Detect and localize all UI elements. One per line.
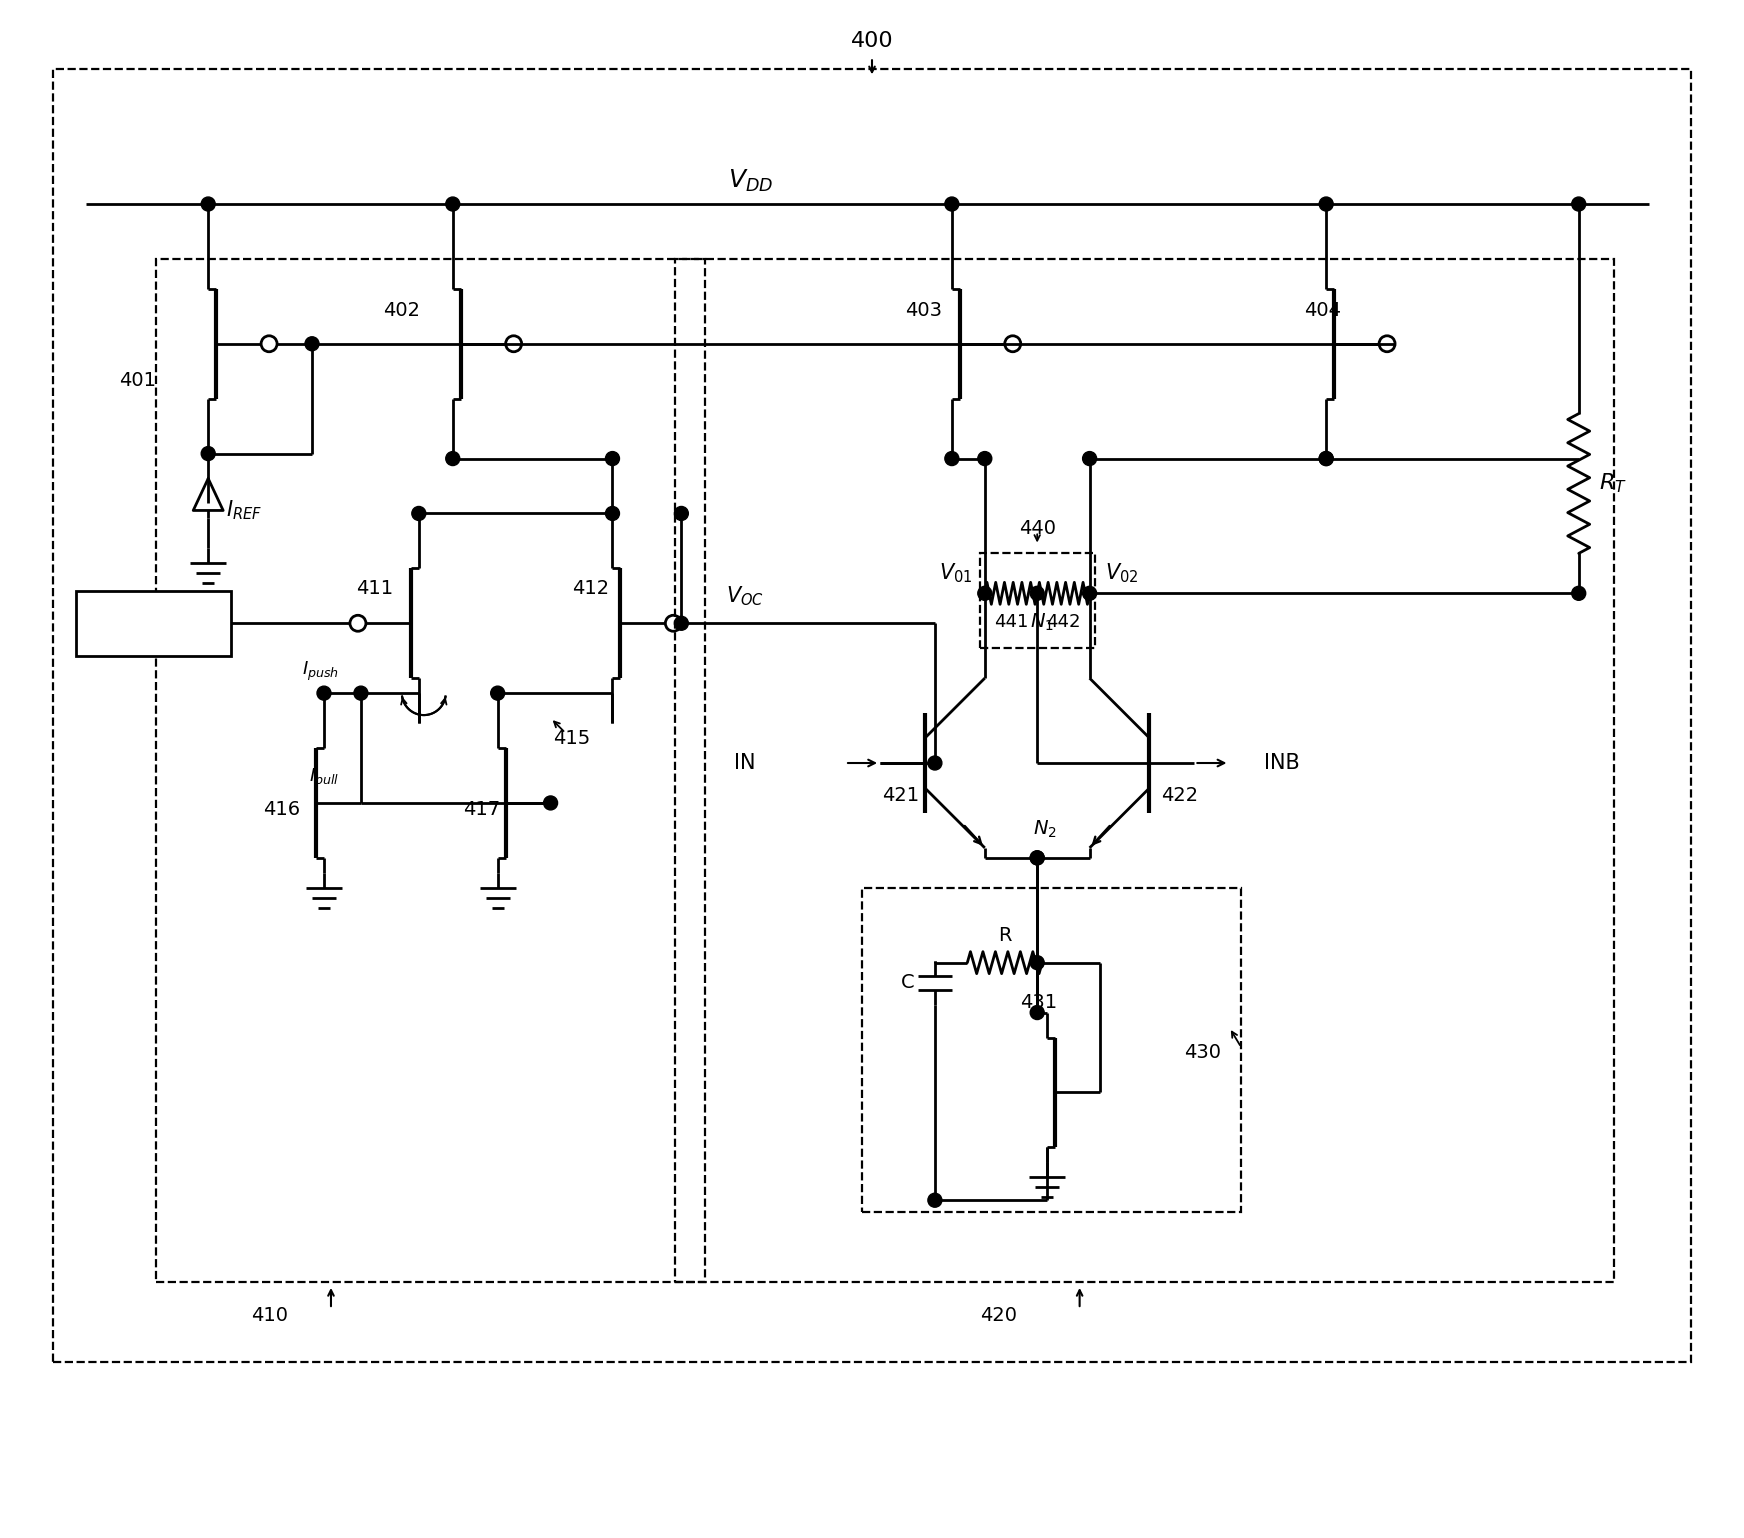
Circle shape <box>978 452 992 466</box>
Circle shape <box>1571 197 1585 211</box>
Circle shape <box>201 446 215 460</box>
Text: 417: 417 <box>462 800 501 820</box>
Text: $N_2$: $N_2$ <box>1032 818 1057 840</box>
Bar <box>862 887 1242 1212</box>
Circle shape <box>1083 586 1097 600</box>
Circle shape <box>412 506 426 520</box>
Circle shape <box>978 586 992 600</box>
Text: 410: 410 <box>251 1306 288 1324</box>
Text: 401: 401 <box>119 371 157 391</box>
Text: IN: IN <box>734 754 755 774</box>
Bar <box>157 258 705 1283</box>
Circle shape <box>1083 452 1097 466</box>
Circle shape <box>1031 586 1045 600</box>
Text: R: R <box>998 926 1012 944</box>
Text: 400: 400 <box>851 31 893 51</box>
Text: 431: 431 <box>1020 994 1057 1012</box>
Text: 416: 416 <box>263 800 300 820</box>
Text: 412: 412 <box>572 578 610 598</box>
Circle shape <box>354 686 368 700</box>
Circle shape <box>928 757 942 771</box>
Text: $V_{REF}$: $V_{REF}$ <box>133 612 176 635</box>
Text: C: C <box>902 974 916 992</box>
Circle shape <box>317 686 331 700</box>
Circle shape <box>945 452 959 466</box>
Text: 415: 415 <box>553 729 589 747</box>
Text: $V_{01}$: $V_{01}$ <box>940 561 973 586</box>
Text: $V_{OC}$: $V_{OC}$ <box>726 584 764 609</box>
Circle shape <box>1031 1006 1045 1020</box>
Text: 442: 442 <box>1046 614 1081 631</box>
Text: 402: 402 <box>384 301 420 320</box>
Circle shape <box>605 506 619 520</box>
Circle shape <box>446 452 460 466</box>
Text: 441: 441 <box>994 614 1029 631</box>
Circle shape <box>201 197 215 211</box>
Bar <box>77 591 232 655</box>
Text: $I_{pull}$: $I_{pull}$ <box>309 766 338 789</box>
Circle shape <box>1031 851 1045 864</box>
Text: 430: 430 <box>1184 1043 1221 1061</box>
Text: $V_{02}$: $V_{02}$ <box>1104 561 1139 586</box>
Text: $I_{push}$: $I_{push}$ <box>302 660 338 683</box>
Text: $I_{REF}$: $I_{REF}$ <box>227 498 262 523</box>
Circle shape <box>675 617 689 631</box>
Circle shape <box>945 197 959 211</box>
Circle shape <box>1031 851 1045 864</box>
Text: 422: 422 <box>1162 786 1198 806</box>
Bar <box>675 258 1613 1283</box>
Text: 403: 403 <box>905 301 942 320</box>
Circle shape <box>1318 452 1332 466</box>
Circle shape <box>1318 197 1332 211</box>
Circle shape <box>305 337 319 351</box>
Text: INB: INB <box>1264 754 1299 774</box>
Circle shape <box>605 452 619 466</box>
Text: 421: 421 <box>882 786 919 806</box>
Circle shape <box>675 506 689 520</box>
Text: 411: 411 <box>356 578 392 598</box>
Text: 420: 420 <box>980 1306 1017 1324</box>
Text: 440: 440 <box>1018 518 1055 538</box>
Text: $V_{DD}$: $V_{DD}$ <box>727 168 773 194</box>
Circle shape <box>1318 452 1332 466</box>
Bar <box>980 554 1095 647</box>
Text: $N_1$: $N_1$ <box>1031 611 1053 632</box>
Circle shape <box>446 197 460 211</box>
Text: $R_T$: $R_T$ <box>1599 472 1627 495</box>
Circle shape <box>928 1193 942 1207</box>
Circle shape <box>490 686 504 700</box>
Circle shape <box>1571 586 1585 600</box>
Circle shape <box>1031 955 1045 969</box>
Bar <box>54 69 1690 1363</box>
Text: 404: 404 <box>1305 301 1341 320</box>
Circle shape <box>544 797 558 811</box>
